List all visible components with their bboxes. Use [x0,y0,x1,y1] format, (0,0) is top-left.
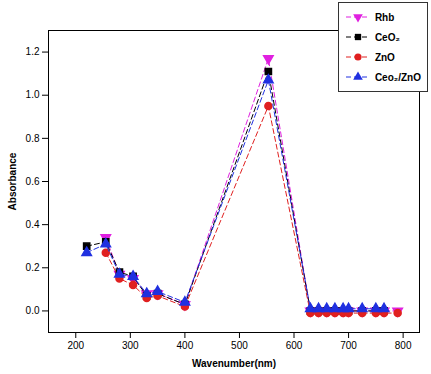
svg-text:0.6: 0.6 [26,176,40,187]
svg-text:500: 500 [231,340,248,351]
svg-text:Wavenumber(nm): Wavenumber(nm) [192,358,276,369]
html-text:Rhb: Rhb [374,11,395,23]
svg-text:200: 200 [67,340,84,351]
svg-text:300: 300 [122,340,139,351]
svg-text:0.4: 0.4 [26,219,40,230]
svg-text:0.8: 0.8 [26,133,40,144]
svg-text:Absorbance: Absorbance [7,152,18,210]
svg-text:1.0: 1.0 [26,89,40,100]
svg-text:700: 700 [340,340,357,351]
svg-text:1.2: 1.2 [26,46,40,57]
svg-text:0.0: 0.0 [26,305,40,316]
html-text:ZnO: ZnO [374,51,395,63]
svg-text:400: 400 [177,340,194,351]
svg-text:600: 600 [286,340,303,351]
svg-text:0.2: 0.2 [26,262,40,273]
svg-text:800: 800 [395,340,412,351]
html-text:Ceo₂/ZnO: Ceo₂/ZnO [374,71,421,83]
html-text:CeO₂: CeO₂ [374,31,400,43]
